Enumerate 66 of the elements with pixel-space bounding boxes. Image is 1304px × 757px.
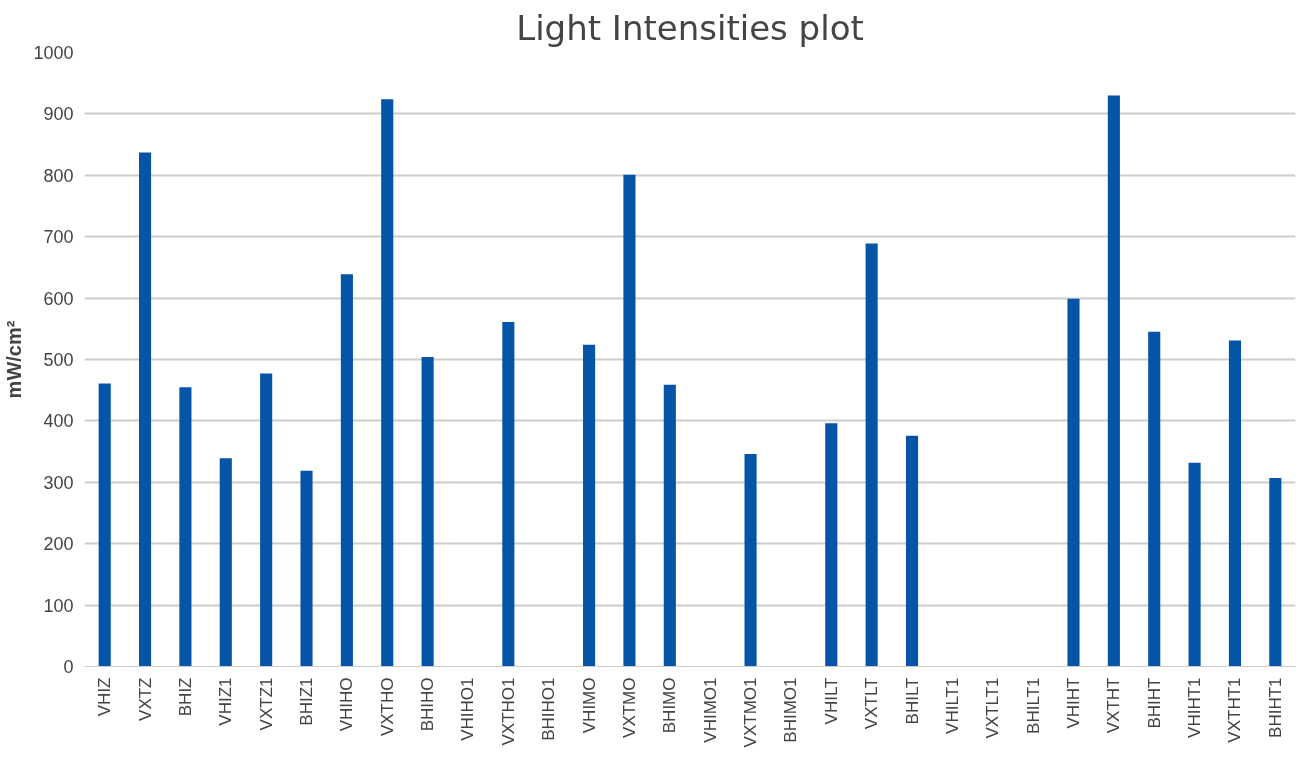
y-tick-label: 400 xyxy=(43,411,74,432)
x-tick-label: VXTZ1 xyxy=(256,677,276,731)
x-tick-label: VXTHO xyxy=(377,677,397,737)
x-tick-label: VHIZ1 xyxy=(216,677,236,726)
x-tick-label: VXTMO1 xyxy=(741,677,761,748)
y-tick-label: 0 xyxy=(63,657,74,677)
bar xyxy=(219,458,232,667)
bar xyxy=(825,423,838,667)
x-tick-label: BHIZ xyxy=(175,677,195,717)
x-tick-label: VXTLT xyxy=(862,677,882,730)
bar xyxy=(502,322,515,667)
x-tick-label: BHIMO xyxy=(660,677,680,734)
bar xyxy=(381,99,394,667)
bar xyxy=(300,470,313,667)
x-tick-label: VHIHO1 xyxy=(458,677,478,741)
x-tick-label: VXTZ xyxy=(135,677,155,721)
bar xyxy=(1148,331,1161,667)
bar xyxy=(583,344,596,667)
bar xyxy=(340,274,353,667)
bar xyxy=(98,383,111,667)
x-tick-label: BHIHO xyxy=(418,677,438,732)
x-tick-label: VHILT1 xyxy=(942,677,962,734)
x-tick-label: BHIHO1 xyxy=(539,677,559,741)
y-tick-label: 300 xyxy=(43,472,74,493)
y-tick-label: 100 xyxy=(43,595,74,616)
y-tick-label: 800 xyxy=(43,165,74,186)
x-tick-label: VHILT xyxy=(821,677,841,725)
x-tick-label: VHIHT1 xyxy=(1185,677,1205,738)
bar xyxy=(623,174,636,667)
y-tick-label: 200 xyxy=(43,534,74,555)
y-axis-title: mW/cm² xyxy=(3,320,26,399)
x-tick-label: BHIMO1 xyxy=(781,677,801,743)
x-tick-label: BHILT1 xyxy=(1023,677,1043,734)
x-tick-label: VXTHT1 xyxy=(1225,677,1245,743)
bar xyxy=(865,243,878,667)
y-tick-label: 600 xyxy=(43,288,74,309)
bar xyxy=(1228,340,1242,667)
bar xyxy=(663,384,676,667)
x-tick-label: VHIMO1 xyxy=(700,677,720,743)
bar xyxy=(744,454,757,667)
x-tick-label: VHIHO xyxy=(337,677,357,732)
bar xyxy=(179,387,192,667)
x-tick-label: VHIMO xyxy=(579,677,599,734)
y-tick-label: 900 xyxy=(43,104,74,125)
x-tick-label: VXTMO xyxy=(619,677,639,738)
y-tick-label: 1000 xyxy=(33,43,74,63)
x-tick-label: VXTHT xyxy=(1104,677,1124,734)
bar xyxy=(1188,462,1201,667)
x-tick-label: VHIZ xyxy=(95,677,115,717)
bar xyxy=(1269,478,1282,667)
y-tick-label: 500 xyxy=(43,350,74,370)
bar xyxy=(905,435,919,667)
bar xyxy=(1107,95,1120,667)
x-tick-label: BHIHT1 xyxy=(1265,677,1285,738)
x-tick-label: BHIHT xyxy=(1144,677,1164,729)
bar xyxy=(421,357,434,667)
x-tick-label: VXTHO1 xyxy=(498,677,518,746)
chart-title: Light Intensities plot xyxy=(516,7,864,48)
x-tick-label: VHIHT xyxy=(1063,677,1083,729)
x-tick-label: BHILT xyxy=(902,677,922,725)
bar xyxy=(260,373,273,667)
y-tick-label: 700 xyxy=(43,227,74,248)
x-tick-label: BHIZ1 xyxy=(297,677,317,726)
bar xyxy=(139,152,152,667)
x-tick-label: VXTLT1 xyxy=(983,677,1003,739)
bar xyxy=(1067,298,1080,667)
